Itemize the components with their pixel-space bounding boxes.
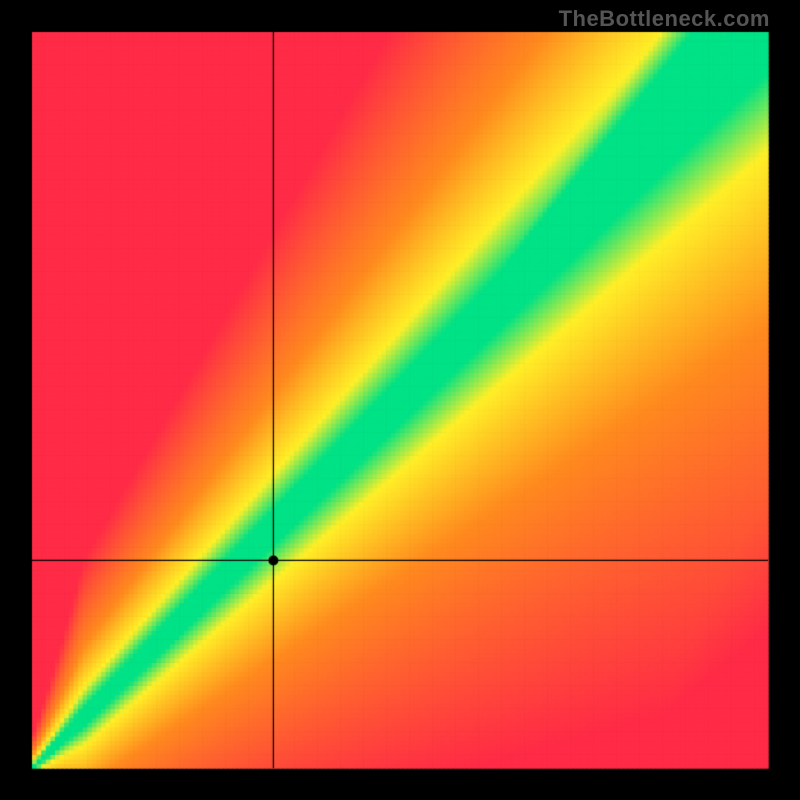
bottleneck-heatmap	[0, 0, 800, 800]
watermark-text: TheBottleneck.com	[559, 6, 770, 32]
chart-container: TheBottleneck.com	[0, 0, 800, 800]
